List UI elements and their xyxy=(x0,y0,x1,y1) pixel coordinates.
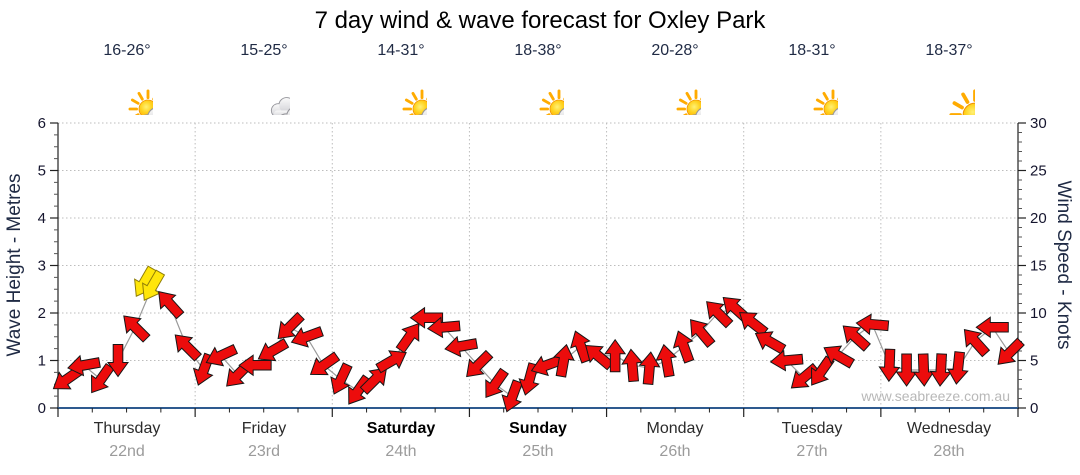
temp-range: 18-31° xyxy=(788,42,836,59)
wind-arrow xyxy=(823,345,855,369)
day-label: Thursday xyxy=(93,420,161,437)
wind-arrow xyxy=(672,330,695,364)
wind-arrow xyxy=(975,316,1009,339)
temp-range: 18-37° xyxy=(925,42,973,59)
wind-arrow xyxy=(638,351,661,385)
wind-arrow xyxy=(309,351,341,376)
temp-range: 15-25° xyxy=(240,42,288,59)
left-tick-label: 5 xyxy=(38,163,46,180)
temp-range: 20-28° xyxy=(651,42,699,59)
wind-arrow xyxy=(501,379,523,413)
day-label: Tuesday xyxy=(781,420,843,437)
wind-arrow xyxy=(706,301,734,329)
wind-arrow xyxy=(359,367,388,395)
date-label: 23rd xyxy=(247,443,281,460)
day-column-monday: 20-28° xyxy=(613,42,737,120)
right-tick-label: 30 xyxy=(1030,115,1047,132)
wind-arrow xyxy=(205,343,239,367)
wind-arrow xyxy=(855,313,890,336)
day-label: Sunday xyxy=(509,420,567,437)
day-column-tuesday: 18-31° xyxy=(750,42,874,120)
wind-arrow xyxy=(238,354,272,377)
page-title: 7 day wind & wave forecast for Oxley Par… xyxy=(314,7,766,34)
wind-arrow xyxy=(878,348,901,383)
wind-arrow xyxy=(330,362,353,395)
temp-range: 18-38° xyxy=(514,42,562,59)
day-column-saturday: 14-31° xyxy=(339,42,463,120)
left-tick-label: 1 xyxy=(38,353,46,370)
wind-arrow xyxy=(107,344,129,378)
wind-arrow xyxy=(91,362,115,394)
wind-arrow xyxy=(690,319,716,349)
date-label: 25th xyxy=(522,443,554,460)
left-tick-label: 6 xyxy=(38,115,46,132)
left-tick-label: 2 xyxy=(38,305,46,322)
right-tick-label: 5 xyxy=(1030,353,1038,370)
date-label: 28th xyxy=(933,443,965,460)
wind-arrow xyxy=(395,322,420,354)
date-label: 27th xyxy=(796,443,828,460)
wind-arrow xyxy=(444,335,479,358)
day-label: Monday xyxy=(646,420,704,437)
right-tick-label: 10 xyxy=(1030,305,1047,322)
day-column-sunday: 18-38° xyxy=(476,42,600,120)
wind-arrow xyxy=(158,290,185,320)
day-column-friday: 15-25° xyxy=(202,42,326,120)
left-tick-label: 3 xyxy=(38,258,46,275)
day-column-wednesday: 18-37° xyxy=(887,42,1011,120)
wind-arrow xyxy=(426,316,461,339)
wind-arrow xyxy=(963,328,991,358)
wind-arrow xyxy=(842,325,871,352)
wind-arrow xyxy=(67,354,101,377)
wind-arrow xyxy=(553,343,575,378)
day-label: Wednesday xyxy=(906,420,992,437)
date-label: 24th xyxy=(385,443,417,460)
day-label: Friday xyxy=(241,420,287,437)
wind-arrow xyxy=(754,331,787,355)
day-label: Saturday xyxy=(366,420,436,437)
wind-arrow xyxy=(466,349,494,378)
wind-arrow xyxy=(375,350,407,374)
temp-range: 14-31° xyxy=(377,42,425,59)
right-tick-label: 0 xyxy=(1030,400,1038,417)
wind-arrow xyxy=(257,338,290,362)
wind-arrow xyxy=(174,334,202,362)
wind-arrow xyxy=(655,343,678,378)
wind-arrow xyxy=(769,349,804,372)
wind-arrow xyxy=(277,311,305,340)
date-label: 22nd xyxy=(109,443,145,460)
wind-arrow xyxy=(946,351,969,385)
right-tick-label: 25 xyxy=(1030,163,1047,180)
wind-arrow xyxy=(485,367,509,399)
left-tick-label: 4 xyxy=(38,210,46,227)
date-label: 26th xyxy=(659,443,691,460)
right-tick-label: 20 xyxy=(1030,210,1047,227)
wind-arrow xyxy=(621,348,644,383)
wind-arrow xyxy=(997,337,1025,365)
wind-arrow xyxy=(570,330,592,364)
wind-arrow xyxy=(123,315,151,343)
left-tick-label: 0 xyxy=(38,400,46,417)
watermark: www.seabreeze.com.au xyxy=(861,388,1010,404)
wind-arrow xyxy=(290,326,324,348)
wind-arrow xyxy=(409,306,444,329)
right-tick-label: 15 xyxy=(1030,258,1047,275)
temp-range: 16-26° xyxy=(103,42,151,59)
wind-arrow xyxy=(604,338,627,373)
day-column-thursday: 16-26° xyxy=(65,42,189,120)
